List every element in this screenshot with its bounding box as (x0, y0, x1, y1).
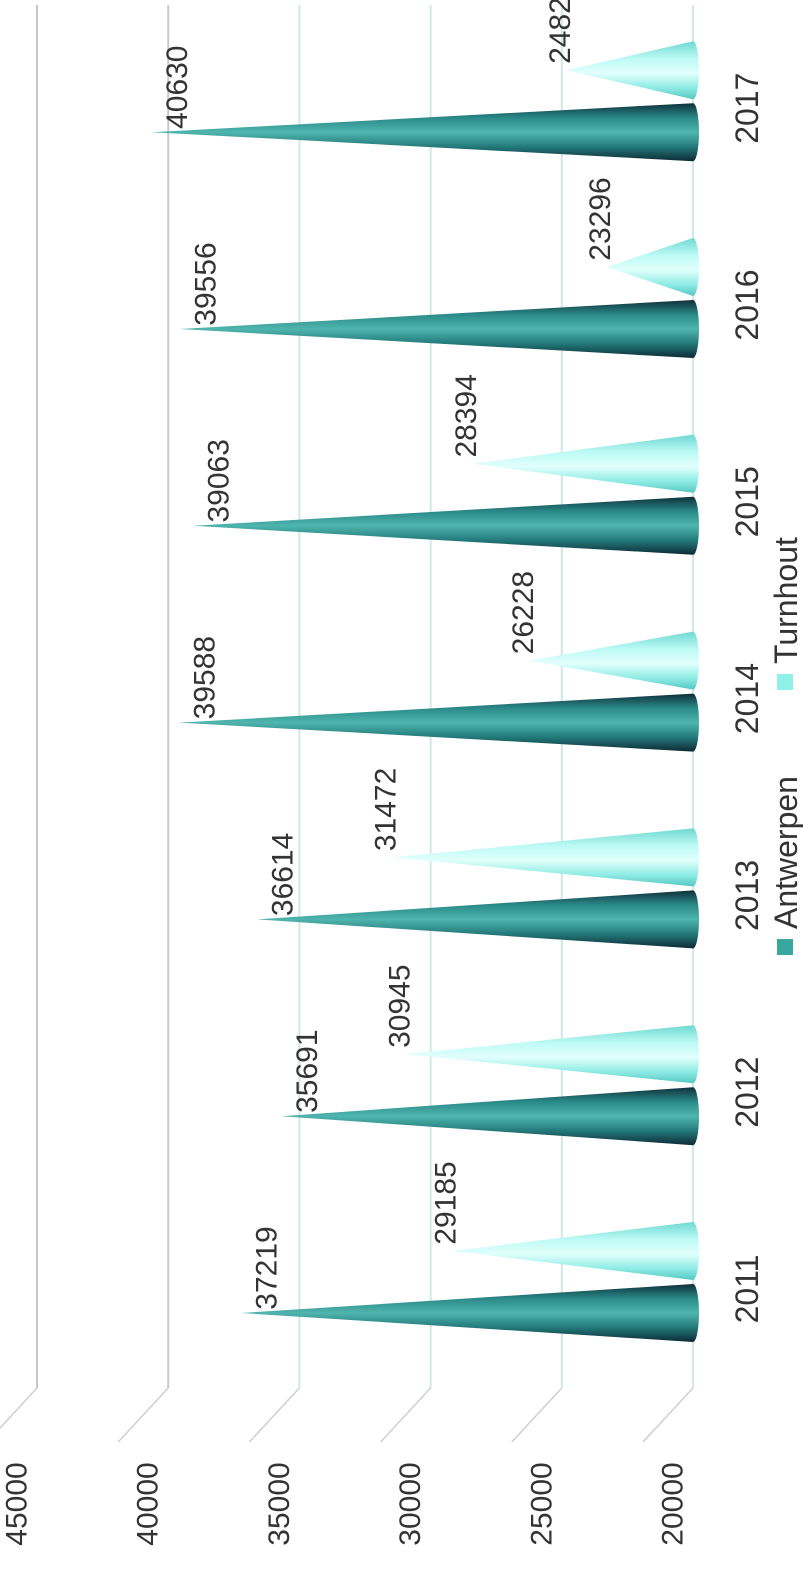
floor-line (0, 1387, 38, 1430)
data-label: 24822 (544, 0, 577, 64)
data-label: 29185 (429, 1161, 462, 1244)
data-label: 40630 (161, 45, 194, 128)
data-label: 39588 (189, 636, 222, 719)
floor-line (248, 1387, 300, 1443)
category-label: 2017 (729, 73, 765, 144)
value-tick-label: 45000 (1, 1462, 34, 1545)
legend-swatch (777, 674, 793, 690)
category-label: 2014 (729, 663, 765, 734)
cone-antwerpen-2016 (179, 300, 699, 358)
data-label: 31472 (369, 768, 402, 851)
floor-line (380, 1387, 432, 1443)
value-tick-label: 35000 (263, 1462, 296, 1545)
cone-antwerpen-2017 (151, 103, 699, 162)
category-label: 2015 (729, 466, 765, 537)
data-label: 36614 (267, 833, 300, 916)
legend: Antwerpen Turnhout (768, 537, 803, 955)
category-label: 2016 (729, 269, 765, 340)
floor-line (117, 1387, 169, 1443)
category-axis: 2011 2012 2013 2014 2015 2016 2017 (729, 73, 765, 1324)
data-label: 23296 (584, 177, 617, 260)
cone-turnhout-2017 (566, 41, 699, 100)
value-tick-label: 20000 (657, 1462, 690, 1545)
category-label: 2011 (729, 1255, 765, 1324)
cone-turnhout-2012 (405, 1025, 699, 1084)
cone-turnhout-2015 (472, 434, 699, 493)
floor-line (511, 1387, 563, 1443)
legend-swatch (777, 939, 793, 955)
data-label: 37219 (251, 1226, 284, 1309)
data-label: 39063 (202, 439, 235, 522)
cone-antwerpen-2012 (281, 1087, 699, 1146)
legend-label: Antwerpen (768, 776, 803, 929)
cones (151, 41, 700, 1342)
cone-antwerpen-2015 (192, 496, 700, 555)
data-label: 26228 (507, 571, 540, 654)
value-tick-label: 40000 (132, 1462, 165, 1545)
cone-turnhout-2014 (529, 631, 699, 690)
cone-turnhout-2013 (391, 828, 699, 887)
cone-antwerpen-2013 (257, 890, 699, 949)
data-label: 30945 (383, 964, 416, 1047)
category-label: 2013 (729, 860, 765, 931)
cone-antwerpen-2011 (241, 1284, 699, 1342)
data-labels: 37219 29185 35691 30945 36614 31472 39588 26228… (161, 0, 617, 1310)
cone-turnhout-2011 (451, 1222, 699, 1280)
floor-line (642, 1387, 694, 1443)
data-label: 28394 (450, 374, 483, 457)
legend-label: Turnhout (768, 537, 803, 664)
data-label: 39556 (189, 242, 222, 325)
cone-turnhout-2016 (606, 238, 699, 296)
category-label: 2012 (729, 1057, 765, 1128)
data-label: 35691 (291, 1029, 324, 1112)
cone-antwerpen-2014 (179, 693, 700, 752)
value-tick-label: 25000 (525, 1462, 558, 1545)
value-axis: 20000 25000 30000 35000 40000 45000 (1, 1462, 690, 1545)
gridlines (0, 5, 694, 1443)
value-tick-label: 30000 (394, 1462, 427, 1545)
